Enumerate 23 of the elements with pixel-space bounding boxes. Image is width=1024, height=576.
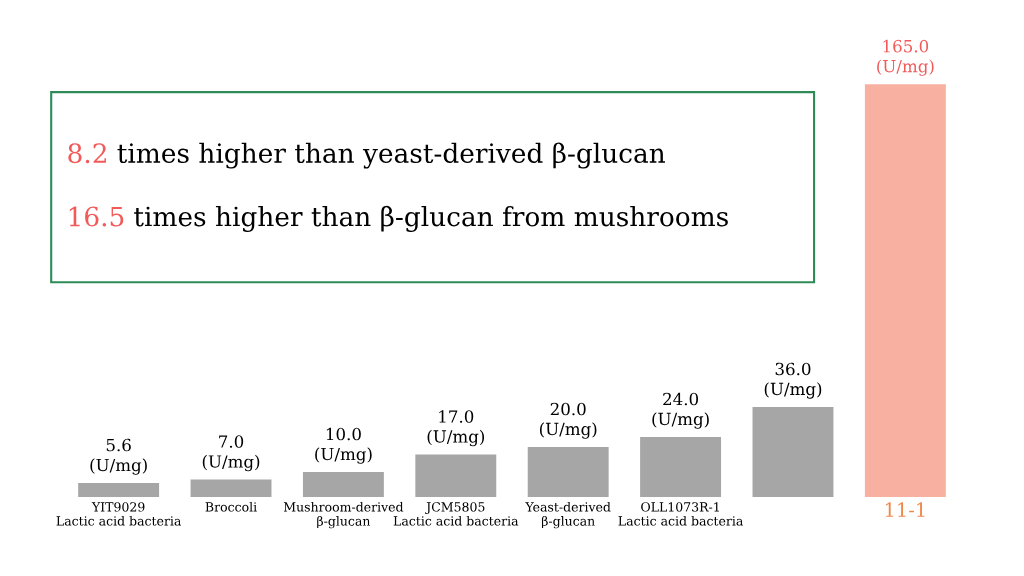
data-label: 24.0 (U/mg)	[652, 392, 709, 429]
x-tick-label: Yeast-derived β-glucan	[525, 501, 611, 529]
bar	[78, 483, 160, 498]
x-tick-label: 11-1	[885, 502, 925, 517]
annotation: 8.2 times higher than yeast-derived β-glucan	[68, 142, 665, 169]
x-tick-label: OLL1073R-1 Lactic acid bacteria	[618, 502, 743, 526]
data-label: 7.0 (U/mg)	[202, 435, 260, 472]
bar	[190, 479, 272, 498]
data-label: 36.0 (U/mg)	[764, 362, 822, 399]
data-label: 20.0 (U/mg)	[539, 402, 597, 439]
data-label: 10.0 (U/mg)	[315, 427, 372, 464]
data-label: 5.6 (U/mg)	[90, 438, 147, 475]
bar	[527, 447, 609, 498]
data-label: 17.0 (U/mg)	[427, 410, 485, 447]
annotation: 16.5 times higher than β-glucan from mushrooms	[69, 205, 728, 232]
bar	[752, 407, 834, 498]
x-tick-label: Broccoli	[205, 501, 257, 512]
x-tick-label: YIT9029 Lactic acid bacteria	[56, 502, 182, 526]
bar	[302, 472, 384, 498]
bar	[415, 454, 497, 498]
data-label: 165.0 (U/mg)	[877, 39, 934, 76]
bar	[864, 84, 946, 498]
bar	[640, 437, 722, 498]
